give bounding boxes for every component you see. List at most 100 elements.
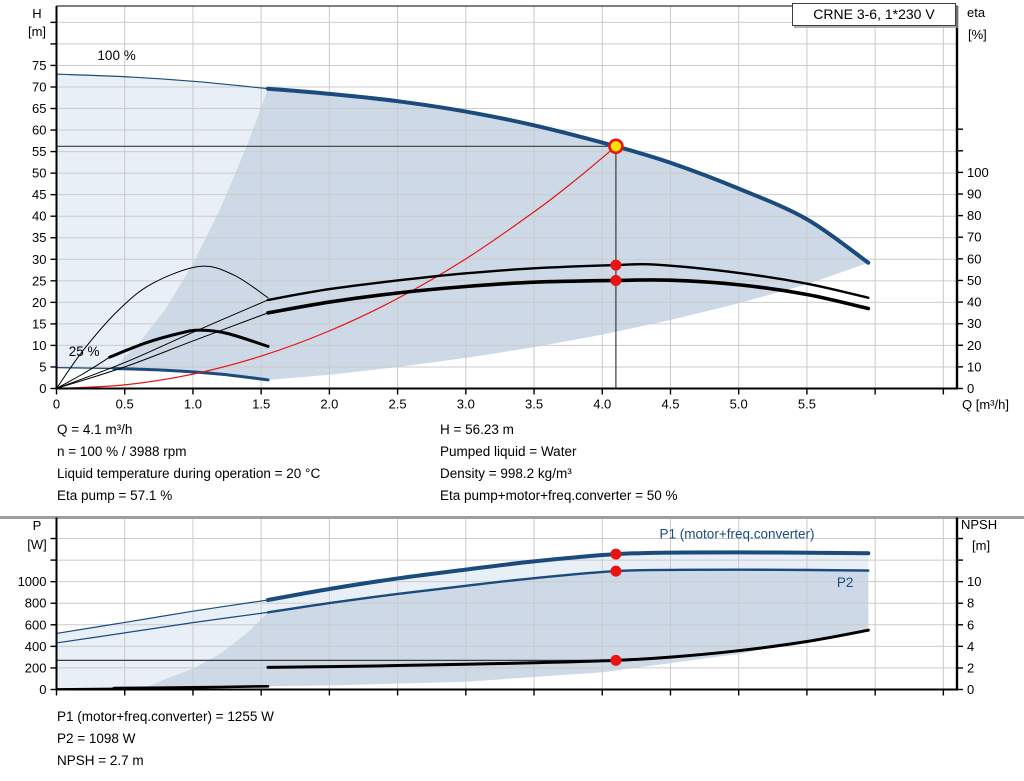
right-tick-label: 10 [967,574,981,589]
right-tick-label: 100 [967,165,989,180]
x-tick-label: 0.5 [116,397,134,412]
left-tick-label: 5 [39,359,46,374]
left-tick-label: 75 [32,58,46,73]
annotation-speed: n = 100 % / 3988 rpm [57,444,187,459]
duty-point[interactable] [608,138,624,155]
right-tick-label: 90 [967,187,981,202]
right-tick-label: 0 [967,682,974,697]
p-axis-title: P [32,518,42,533]
duty-annotations-bottom: P1 (motor+freq.converter) = 1255 W P2 = … [57,706,274,772]
h-axis-unit: [m] [27,24,47,39]
x-tick-label: 5.5 [798,397,816,412]
x-tick-label: 3.0 [457,397,475,412]
left-tick-label: 30 [32,252,46,267]
x-tick-label: 5.0 [730,397,748,412]
left-tick-label: 0 [39,682,46,697]
right-tick-label: 50 [967,273,981,288]
right-tick-label: 70 [967,230,981,245]
left-tick-label: 0 [39,381,46,396]
x-tick-label: 1.5 [252,397,270,412]
x-tick-label: 2.5 [389,397,407,412]
left-tick-label: 20 [32,295,46,310]
power-continuous-region [141,569,869,690]
x-tick-label: 3.5 [525,397,543,412]
npsh-axis-unit: [m] [972,538,991,553]
qh-curve-25pct [112,366,270,382]
eta-total-duty-dot[interactable] [610,274,622,286]
right-tick-label: 80 [967,208,981,223]
eta-total-curve-extension [56,312,269,389]
annotation-h: H = 56.23 m [440,422,514,437]
x-tick-label: 4.5 [661,397,679,412]
p1-curve [265,550,871,602]
left-tick-label: 15 [32,316,46,331]
npsh-curve-low-speed [112,684,270,690]
qh-curve-100pct [265,86,871,265]
left-tick-label: 60 [32,123,46,138]
p2-curve-label: P2 [837,575,854,590]
left-tick-label: 70 [32,79,46,94]
left-tick-label: 65 [32,101,46,116]
annotation-p2: P2 = 1098 W [57,731,136,746]
left-tick-label: 600 [25,617,47,632]
eta-total-curve-25pct [108,328,270,359]
annotation-p1: P1 (motor+freq.converter) = 1255 W [57,709,274,724]
annotation-density: Density = 998.2 kg/m³ [440,466,572,481]
npsh-curve [266,628,870,669]
right-tick-label: 40 [967,295,981,310]
p2-duty-dot[interactable] [610,565,622,577]
left-tick-label: 45 [32,187,46,202]
left-tick-label: 25 [32,273,46,288]
eta-axis-title: eta [967,5,986,20]
eta-total-curve [266,278,871,315]
eta-total-curve-25pct-extension [56,356,111,389]
eta-axis-unit: [%] [968,27,987,42]
right-tick-label: 4 [967,639,974,654]
p1-curve-label: P1 (motor+freq.converter) [660,527,815,542]
npsh-axis-title: NPSH [961,517,998,532]
annotation-temperature: Liquid temperature during operation = 20… [57,466,321,481]
left-tick-label: 10 [32,338,46,353]
h-axis-title: H [32,6,42,21]
speed-25pct-label: 25 % [69,344,100,359]
duty-annotations-left: Q = 4.1 m³/h n = 100 % / 3988 rpm Liquid… [57,419,320,507]
x-tick-label: 4.0 [593,397,611,412]
p1-curve-extension [55,599,269,635]
right-tick-label: 2 [967,660,974,675]
left-tick-label: 400 [25,639,47,654]
left-tick-label: 40 [32,209,46,224]
annotation-npsh: NPSH = 2.7 m [57,753,144,768]
right-tick-label: 6 [967,617,974,632]
p-axis-unit: [W] [27,537,47,552]
qh-curve-100pct-thin [55,73,269,90]
pump-type-box: CRNE 3-6, 1*230 V [792,3,956,26]
p2-curve-extension [55,611,269,644]
left-tick-label: 55 [32,144,46,159]
eta-pump-curve [266,262,870,302]
right-tick-label: 20 [967,338,981,353]
eta-pump-curve-25pct [56,265,269,389]
x-tick-label: 1.0 [184,397,202,412]
system-curve [55,145,617,390]
x-tick-label: 0 [53,397,60,412]
qh-curve-25pct-thin [55,367,115,370]
right-tick-label: 30 [967,316,981,331]
left-tick-label: 35 [32,230,46,245]
left-tick-label: 800 [25,596,47,611]
annotation-liquid: Pumped liquid = Water [440,444,577,459]
p2-curve [266,568,870,614]
left-tick-label: 200 [25,660,47,675]
duty-annotations-right: H = 56.23 m Pumped liquid = Water Densit… [440,419,678,507]
p1-duty-dot[interactable] [610,548,622,560]
npsh-duty-dot[interactable] [610,654,622,666]
x-tick-label: 2.0 [320,397,338,412]
right-tick-label: 10 [967,359,981,374]
annotation-eta-pump: Eta pump = 57.1 % [57,488,173,503]
right-tick-label: 60 [967,251,981,266]
left-tick-label: 1000 [18,574,47,589]
right-tick-label: 8 [967,596,974,611]
annotation-eta-total: Eta pump+motor+freq.converter = 50 % [440,488,678,503]
eta-pump-duty-dot[interactable] [610,259,622,271]
